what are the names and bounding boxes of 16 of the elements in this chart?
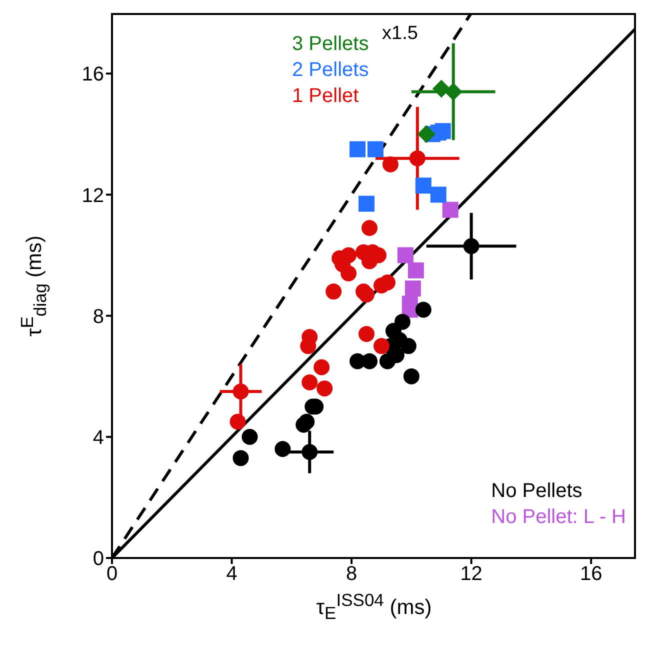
- text: 1 Pellet: [292, 84, 360, 109]
- text: No Pellet: L - H: [491, 505, 626, 530]
- x-tick-label: 8: [346, 563, 358, 586]
- x-tick-label: 4: [226, 563, 238, 586]
- y-tick-label: 4: [92, 426, 104, 449]
- annotation: x1.5: [382, 23, 418, 45]
- y-tick-label: 0: [92, 548, 104, 570]
- y-tick-label: 8: [92, 306, 104, 328]
- x-tick-label: 16: [580, 563, 602, 586]
- y-tick-label: 12: [82, 184, 104, 207]
- x-axis-title: τ$_{E}$$^{ISS04}$ (ms): [315, 590, 433, 624]
- text: 3 Pellets: [292, 32, 369, 57]
- text: 2 Pellets: [292, 58, 369, 83]
- x-tick-label: 12: [460, 563, 482, 586]
- y-tick-label: 16: [82, 64, 104, 86]
- text: No Pellets: [491, 479, 584, 504]
